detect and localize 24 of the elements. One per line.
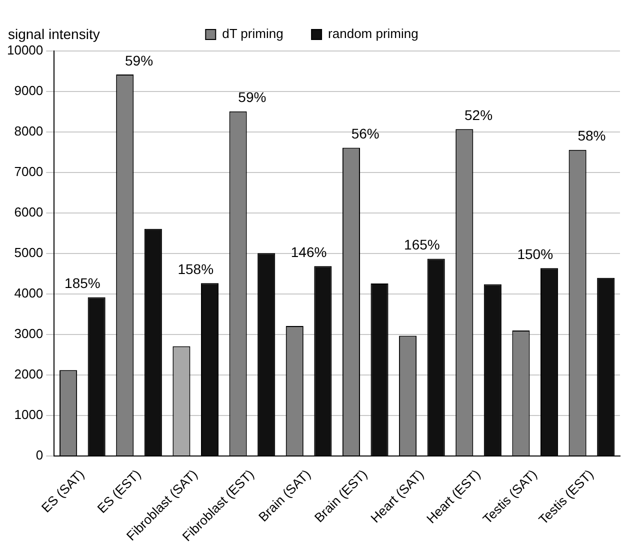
y-tick-label: 9000 bbox=[14, 83, 44, 98]
annotation: 165% bbox=[404, 236, 440, 253]
y-tick-label: 6000 bbox=[14, 204, 44, 220]
annotation: 158% bbox=[178, 260, 214, 277]
y-axis-title: signal intensity bbox=[8, 26, 100, 42]
annotation: 59% bbox=[125, 52, 154, 68]
annotation: 185% bbox=[64, 275, 100, 292]
y-tick-label: 1000 bbox=[14, 407, 44, 422]
y-tick-label: 7000 bbox=[14, 164, 44, 180]
annotation: 59% bbox=[238, 89, 266, 106]
annotation: 150% bbox=[517, 246, 554, 262]
legend-label: dT priming bbox=[222, 26, 284, 42]
legend-label: random priming bbox=[328, 26, 418, 42]
y-tick-label: 5000 bbox=[14, 245, 44, 260]
annotation: 56% bbox=[351, 126, 380, 142]
y-tick-label: 4000 bbox=[14, 286, 44, 301]
y-tick-label: 2000 bbox=[14, 366, 44, 382]
y-tick-label: 3000 bbox=[14, 326, 44, 342]
y-tick-label: 0 bbox=[36, 448, 44, 463]
annotation: 52% bbox=[464, 107, 493, 124]
y-tick-label: 10000 bbox=[6, 42, 44, 58]
annotation: 58% bbox=[578, 128, 606, 144]
y-tick-label: 8000 bbox=[14, 124, 44, 139]
annotation: 146% bbox=[290, 244, 327, 260]
